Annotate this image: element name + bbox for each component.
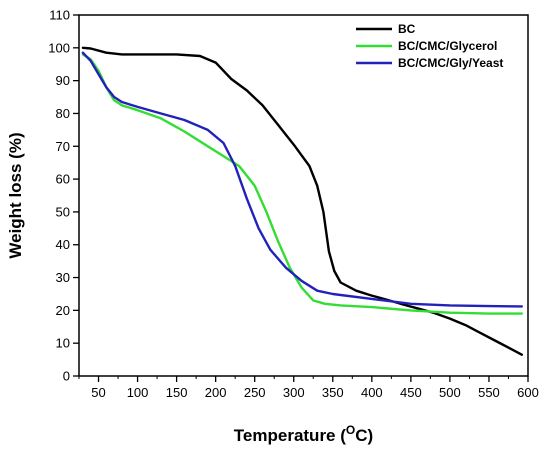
legend-label: BC [398,22,416,36]
y-tick-label: 10 [56,336,70,351]
y-tick-label: 100 [48,40,70,55]
x-tick-label: 450 [400,385,422,400]
y-tick-label: 80 [56,106,70,121]
x-axis-title-tail: C) [355,426,373,445]
x-tick-label: 400 [361,385,383,400]
legend: BC BC/CMC/Glycerol BC/CMC/Gly/Yeast [356,22,503,70]
series-line-2 [81,53,523,315]
y-tick-label: 110 [49,8,70,23]
series-line-3 [81,51,523,308]
x-tick-label: 250 [244,385,266,400]
x-tick-label: 100 [127,385,149,400]
legend-label: BC/CMC/Glycerol [398,39,497,53]
y-tick-label: 0 [63,369,70,384]
series-line-1 [81,46,523,356]
axis-ticks: 0 10 20 30 40 50 60 70 80 90 100 110 50 100 150 200 250 3… [48,8,539,401]
y-tick-label: 50 [56,204,70,219]
y-tick-label: 60 [56,172,70,187]
x-axis-title-main: Temperature ( [234,426,346,445]
data-series [81,46,523,356]
x-tick-label: 50 [91,385,105,400]
x-tick-label: 300 [283,385,305,400]
plot-area-frame [78,14,529,377]
x-axis-title-superscript: O [346,423,355,437]
y-axis-title: Weight loss (%) [6,132,25,258]
y-tick-label: 70 [56,139,70,154]
x-tick-label: 200 [205,385,227,400]
y-tick-label: 40 [56,237,70,252]
x-tick-label: 150 [166,385,188,400]
x-tick-label: 350 [322,385,344,400]
y-tick-label: 20 [56,303,70,318]
x-tick-label: 550 [478,385,500,400]
x-axis-title: Temperature (OC) [234,423,373,445]
legend-label: BC/CMC/Gly/Yeast [398,56,503,70]
y-tick-label: 90 [56,73,70,88]
x-tick-label: 600 [517,385,539,400]
y-tick-label: 30 [56,270,70,285]
x-tick-label: 500 [439,385,461,400]
